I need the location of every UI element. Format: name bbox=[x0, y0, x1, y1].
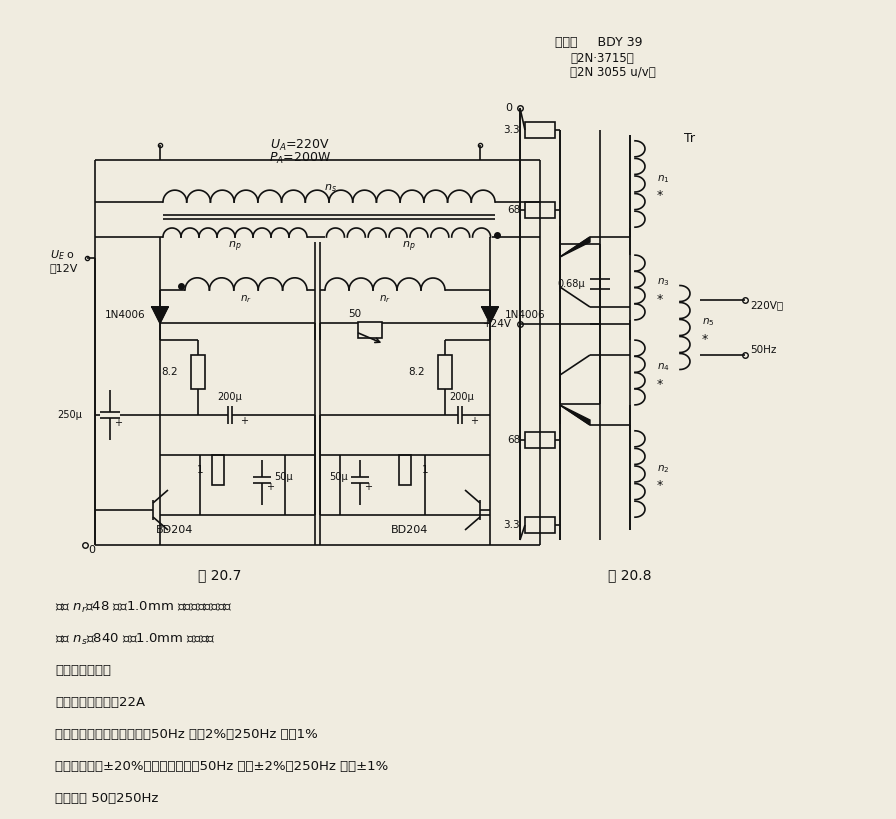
Text: $n_r$: $n_r$ bbox=[240, 293, 252, 305]
Bar bbox=[438, 355, 452, 389]
Text: 0: 0 bbox=[88, 545, 95, 555]
Text: +: + bbox=[266, 482, 274, 492]
Text: 3.3: 3.3 bbox=[504, 125, 520, 135]
Bar bbox=[525, 517, 555, 533]
Text: 电路典型数据：: 电路典型数据： bbox=[55, 664, 111, 677]
Text: $n_s$: $n_s$ bbox=[323, 182, 337, 194]
Text: 50Hz: 50Hz bbox=[750, 345, 776, 355]
Text: 1: 1 bbox=[422, 465, 428, 475]
Text: （2N·3715）: （2N·3715） bbox=[570, 52, 633, 65]
Text: 绕组 $n_s$＝840 匝，1.0mm 铜漆包线: 绕组 $n_s$＝840 匝，1.0mm 铜漆包线 bbox=[55, 632, 216, 647]
Text: 68: 68 bbox=[507, 435, 520, 445]
Text: *: * bbox=[657, 189, 663, 202]
Polygon shape bbox=[152, 307, 168, 323]
Text: 电源电压变化±20%时频率变化量：50Hz 时＜±2%，250Hz 时＜±1%: 电源电压变化±20%时频率变化量：50Hz 时＜±2%，250Hz 时＜±1% bbox=[55, 760, 388, 773]
Text: 200μ: 200μ bbox=[450, 392, 474, 402]
Text: 0.68μ: 0.68μ bbox=[557, 279, 585, 289]
Text: $n_2$: $n_2$ bbox=[657, 463, 669, 475]
Text: 满载时消耗电流：22A: 满载时消耗电流：22A bbox=[55, 696, 145, 709]
Polygon shape bbox=[482, 307, 498, 323]
Text: BD204: BD204 bbox=[392, 525, 428, 535]
Text: －12V: －12V bbox=[50, 263, 78, 273]
Text: $n_p$: $n_p$ bbox=[401, 240, 416, 254]
Text: $n_3$: $n_3$ bbox=[657, 277, 669, 288]
Bar bbox=[525, 202, 555, 218]
Text: *: * bbox=[702, 333, 708, 346]
Text: +: + bbox=[364, 482, 372, 492]
Text: 50: 50 bbox=[349, 309, 362, 319]
Text: $n_5$: $n_5$ bbox=[702, 317, 714, 328]
Text: 68: 68 bbox=[507, 205, 520, 215]
Text: 200μ: 200μ bbox=[218, 392, 243, 402]
Text: 50μ: 50μ bbox=[330, 472, 348, 482]
Text: $U_E$ o: $U_E$ o bbox=[50, 248, 75, 262]
Text: 0: 0 bbox=[505, 103, 512, 113]
Text: +: + bbox=[470, 416, 478, 426]
Text: +: + bbox=[114, 418, 122, 428]
Bar bbox=[399, 455, 411, 485]
Text: $U_A$=220V: $U_A$=220V bbox=[270, 138, 330, 152]
Text: 绕组 $n_r$＝48 匝，1.0mm 铜漆包线（双绕）: 绕组 $n_r$＝48 匝，1.0mm 铜漆包线（双绕） bbox=[55, 600, 233, 615]
Text: 1N4006: 1N4006 bbox=[105, 310, 145, 320]
Bar bbox=[525, 432, 555, 448]
Text: 3.3: 3.3 bbox=[504, 520, 520, 530]
Text: *: * bbox=[657, 293, 663, 306]
Polygon shape bbox=[560, 405, 590, 425]
Text: 1N4006: 1N4006 bbox=[505, 310, 546, 320]
Text: 图 20.8: 图 20.8 bbox=[608, 568, 651, 582]
Text: BD204: BD204 bbox=[156, 525, 194, 535]
Bar bbox=[358, 322, 382, 338]
Text: $n_p$: $n_p$ bbox=[228, 240, 242, 254]
Text: 工作频率 50～250Hz: 工作频率 50～250Hz bbox=[55, 792, 159, 805]
Text: 晶体管     BDY 39: 晶体管 BDY 39 bbox=[555, 35, 642, 48]
Text: +: + bbox=[240, 416, 248, 426]
Bar bbox=[525, 122, 555, 138]
Text: 250μ: 250μ bbox=[57, 410, 82, 420]
Text: $n_4$: $n_4$ bbox=[657, 362, 670, 373]
Polygon shape bbox=[560, 237, 590, 257]
Text: *: * bbox=[657, 378, 663, 391]
Text: Tr: Tr bbox=[685, 132, 695, 144]
Text: 空载和满载间频率变化量：50Hz 时＜2%，250Hz 时＜1%: 空载和满载间频率变化量：50Hz 时＜2%，250Hz 时＜1% bbox=[55, 728, 318, 741]
Text: 1: 1 bbox=[196, 465, 203, 475]
Text: 8.2: 8.2 bbox=[409, 367, 425, 377]
Text: 50μ: 50μ bbox=[274, 472, 293, 482]
Text: +24V: +24V bbox=[483, 319, 512, 329]
Bar bbox=[212, 455, 224, 485]
Text: $P_A$=200W: $P_A$=200W bbox=[269, 151, 332, 165]
Text: 8.2: 8.2 bbox=[161, 367, 178, 377]
Text: $n_r$: $n_r$ bbox=[379, 293, 391, 305]
Text: 220V～: 220V～ bbox=[750, 300, 783, 310]
Bar bbox=[191, 355, 205, 389]
Text: （2N 3055 u/v）: （2N 3055 u/v） bbox=[570, 66, 656, 79]
Text: *: * bbox=[657, 479, 663, 492]
Text: $n_1$: $n_1$ bbox=[657, 173, 669, 185]
Text: 图 20.7: 图 20.7 bbox=[198, 568, 242, 582]
